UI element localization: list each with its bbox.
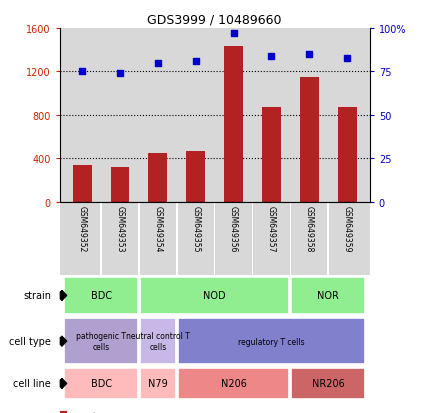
Text: strain: strain <box>23 291 51 301</box>
Bar <box>292 368 365 399</box>
Bar <box>140 277 289 315</box>
Text: count: count <box>70 411 97 413</box>
Bar <box>300 78 319 202</box>
Bar <box>292 277 365 315</box>
Bar <box>140 368 176 399</box>
Text: BDC: BDC <box>91 291 112 301</box>
Bar <box>337 108 357 202</box>
Bar <box>65 277 138 315</box>
Text: GSM649352: GSM649352 <box>78 206 87 252</box>
Bar <box>100 202 102 275</box>
Text: GSM649357: GSM649357 <box>267 206 276 252</box>
Title: GDS3999 / 10489660: GDS3999 / 10489660 <box>147 13 282 26</box>
Text: GSM649355: GSM649355 <box>191 206 200 252</box>
Point <box>79 69 85 76</box>
Point <box>268 53 275 60</box>
Text: GSM649358: GSM649358 <box>305 206 314 252</box>
Text: cell line: cell line <box>13 379 51 389</box>
Bar <box>224 47 243 202</box>
Text: N79: N79 <box>148 379 168 389</box>
Text: GSM649356: GSM649356 <box>229 206 238 252</box>
Bar <box>176 202 178 275</box>
Bar <box>65 368 138 399</box>
Bar <box>148 154 167 202</box>
Text: NOR: NOR <box>317 291 339 301</box>
Point <box>192 59 199 65</box>
Text: pathogenic T
cells: pathogenic T cells <box>76 332 126 351</box>
Text: N206: N206 <box>221 379 246 389</box>
Point <box>154 60 161 67</box>
Bar <box>65 318 138 364</box>
Text: GSM649359: GSM649359 <box>343 206 351 252</box>
Point <box>344 55 351 62</box>
Text: NR206: NR206 <box>312 379 345 389</box>
Bar <box>262 108 281 202</box>
Bar <box>140 318 176 364</box>
Bar <box>214 202 215 275</box>
Text: regulatory T cells: regulatory T cells <box>238 337 305 346</box>
Text: cell type: cell type <box>9 336 51 347</box>
Point <box>306 52 313 58</box>
Text: BDC: BDC <box>91 379 112 389</box>
Bar <box>178 368 289 399</box>
Bar <box>289 202 291 275</box>
Text: NOD: NOD <box>203 291 226 301</box>
Bar <box>73 165 92 202</box>
Text: neutral control T
cells: neutral control T cells <box>126 332 190 351</box>
Text: GSM649353: GSM649353 <box>116 206 125 252</box>
Bar <box>327 202 329 275</box>
Point <box>116 71 123 77</box>
Bar <box>178 318 365 364</box>
Bar <box>138 202 140 275</box>
Bar <box>252 202 253 275</box>
Point <box>230 31 237 38</box>
Bar <box>186 151 205 202</box>
Bar <box>110 168 130 202</box>
Text: GSM649354: GSM649354 <box>153 206 162 252</box>
